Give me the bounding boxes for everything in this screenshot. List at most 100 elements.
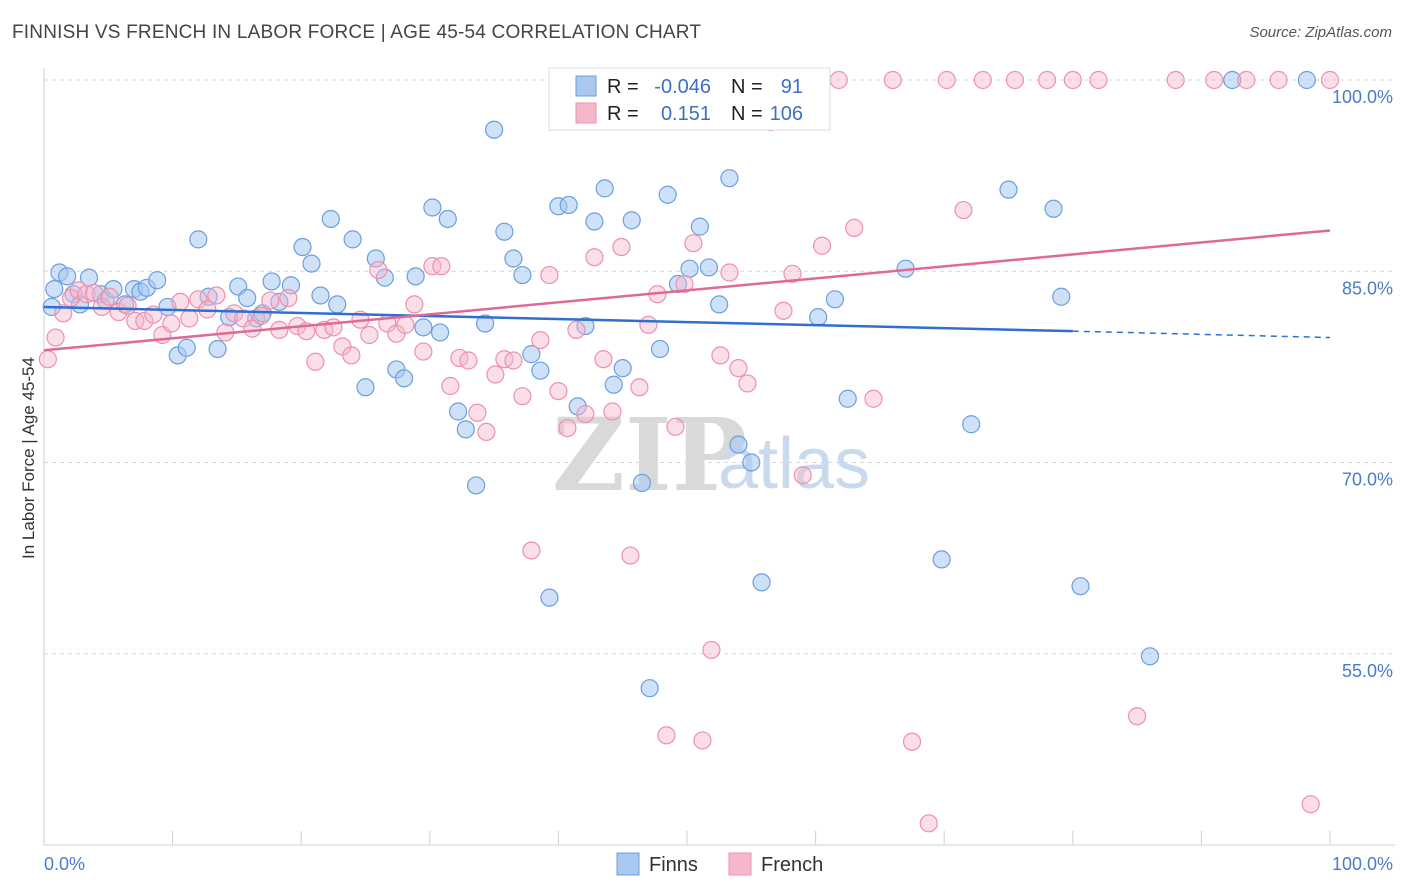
finns-point-52 [522, 345, 541, 364]
finns-point-58 [576, 316, 595, 336]
finns-point-16 [177, 338, 196, 357]
trend-lines [43, 229, 1331, 352]
finns-point-61 [604, 375, 623, 394]
french-point-65 [612, 237, 631, 257]
axes [43, 68, 1395, 846]
french-point-28 [279, 288, 298, 308]
finns-point-71 [699, 258, 718, 277]
legend-bottom-label-french: French [761, 854, 823, 876]
french-point-42 [405, 295, 424, 314]
finns-point-30 [311, 286, 330, 305]
french-point-77 [720, 263, 739, 282]
y-tick-label-2: 70.0% [1342, 470, 1393, 490]
legend-n-label-finns: N = [731, 76, 763, 98]
french-point-18 [189, 290, 208, 309]
finns-point-59 [585, 212, 604, 231]
x-tick-left: 0.0% [44, 854, 85, 874]
french-point-95 [1005, 70, 1025, 90]
french-point-90 [902, 732, 922, 751]
french-point-24 [243, 319, 262, 338]
french-point-87 [845, 218, 864, 237]
finns-point-42 [430, 323, 450, 342]
french-point-2 [54, 304, 73, 323]
french-point-66 [621, 546, 640, 565]
finns-point-89 [1297, 70, 1316, 90]
legend-n-label-french: N = [731, 103, 763, 125]
french-point-20 [207, 286, 226, 305]
finns-point-32 [328, 295, 347, 314]
finns-point-22 [238, 288, 257, 308]
finns-point-57 [568, 397, 587, 416]
french-point-76 [711, 346, 730, 365]
y-tick-label-3: 55.0% [1342, 661, 1393, 681]
legend-r-value-finns: -0.046 [654, 76, 711, 98]
finns-point-70 [690, 217, 709, 236]
finns-point-2 [58, 267, 77, 286]
finns-point-72 [710, 295, 729, 314]
finns-point-86 [1071, 577, 1090, 596]
finns-point-45 [456, 420, 475, 439]
french-point-45 [432, 257, 451, 276]
finns-point-87 [1140, 647, 1160, 666]
french-point-49 [468, 403, 487, 422]
french-point-88 [864, 389, 883, 408]
french-point-74 [693, 731, 712, 750]
french-point-5 [77, 285, 96, 304]
french-point-35 [342, 346, 361, 365]
finns-point-46 [466, 476, 486, 495]
finns-point-25 [262, 272, 281, 291]
finns-point-44 [448, 402, 468, 421]
finns-point-51 [513, 265, 532, 285]
finns-point-68 [668, 274, 688, 294]
finns-point-35 [366, 249, 385, 268]
legend-bottom-swatch-finns [616, 852, 640, 876]
french-point-101 [1205, 70, 1224, 90]
french-point-22 [225, 304, 244, 323]
finns-point-49 [495, 222, 514, 241]
chart-title: FINNISH VS FRENCH IN LABOR FORCE | AGE 4… [12, 22, 702, 43]
finns-point-48 [485, 120, 504, 139]
finns-point-53 [531, 361, 550, 380]
finns-point-29 [302, 254, 321, 273]
finns-point-84 [1044, 199, 1063, 218]
french-point-33 [324, 318, 343, 337]
finns-point-82 [962, 415, 981, 434]
french-point-61 [576, 404, 595, 424]
french-point-86 [829, 70, 848, 90]
french-point-6 [85, 283, 104, 303]
finns-point-34 [356, 378, 375, 397]
french-point-0 [38, 350, 57, 369]
french-point-94 [973, 70, 992, 90]
finns-point-69 [680, 259, 699, 278]
finns-point-62 [613, 359, 632, 378]
french-point-31 [306, 352, 325, 371]
y-tick-label-0: 100.0% [1332, 87, 1393, 107]
french-point-78 [729, 359, 748, 378]
french-point-89 [883, 70, 902, 90]
finns-point-79 [838, 389, 857, 408]
finns-point-54 [540, 588, 559, 607]
french-point-100 [1166, 70, 1185, 90]
french-point-73 [684, 234, 703, 253]
french-point-99 [1127, 707, 1147, 726]
french-point-25 [252, 306, 271, 325]
finns-point-19 [208, 339, 227, 359]
french-point-58 [549, 382, 568, 401]
french-point-41 [396, 315, 415, 334]
french-point-57 [540, 265, 559, 285]
french-point-83 [783, 264, 802, 283]
finns-point-64 [632, 473, 652, 492]
french-point-64 [603, 402, 622, 421]
legend-bottom: Finns French [616, 852, 823, 876]
french-point-70 [657, 726, 676, 745]
source-label: Source: ZipAtlas.com [1249, 24, 1392, 41]
french-point-96 [1037, 70, 1057, 90]
finns-trend-line [43, 305, 1073, 333]
french-point-103 [1269, 70, 1288, 90]
french-point-10 [118, 296, 137, 315]
finns-point-41 [423, 198, 442, 217]
finns-point-31 [321, 209, 340, 229]
french-point-68 [639, 315, 658, 334]
finns-point-75 [742, 453, 761, 472]
